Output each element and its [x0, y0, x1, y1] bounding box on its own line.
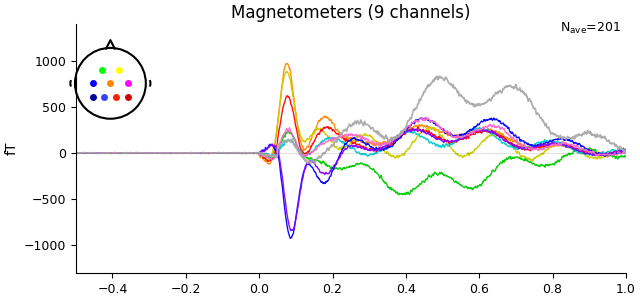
Y-axis label: fT: fT: [4, 142, 18, 155]
Text: $\mathregular{N_{ave}}$=201: $\mathregular{N_{ave}}$=201: [560, 21, 621, 36]
Title: Magnetometers (9 channels): Magnetometers (9 channels): [231, 4, 470, 22]
